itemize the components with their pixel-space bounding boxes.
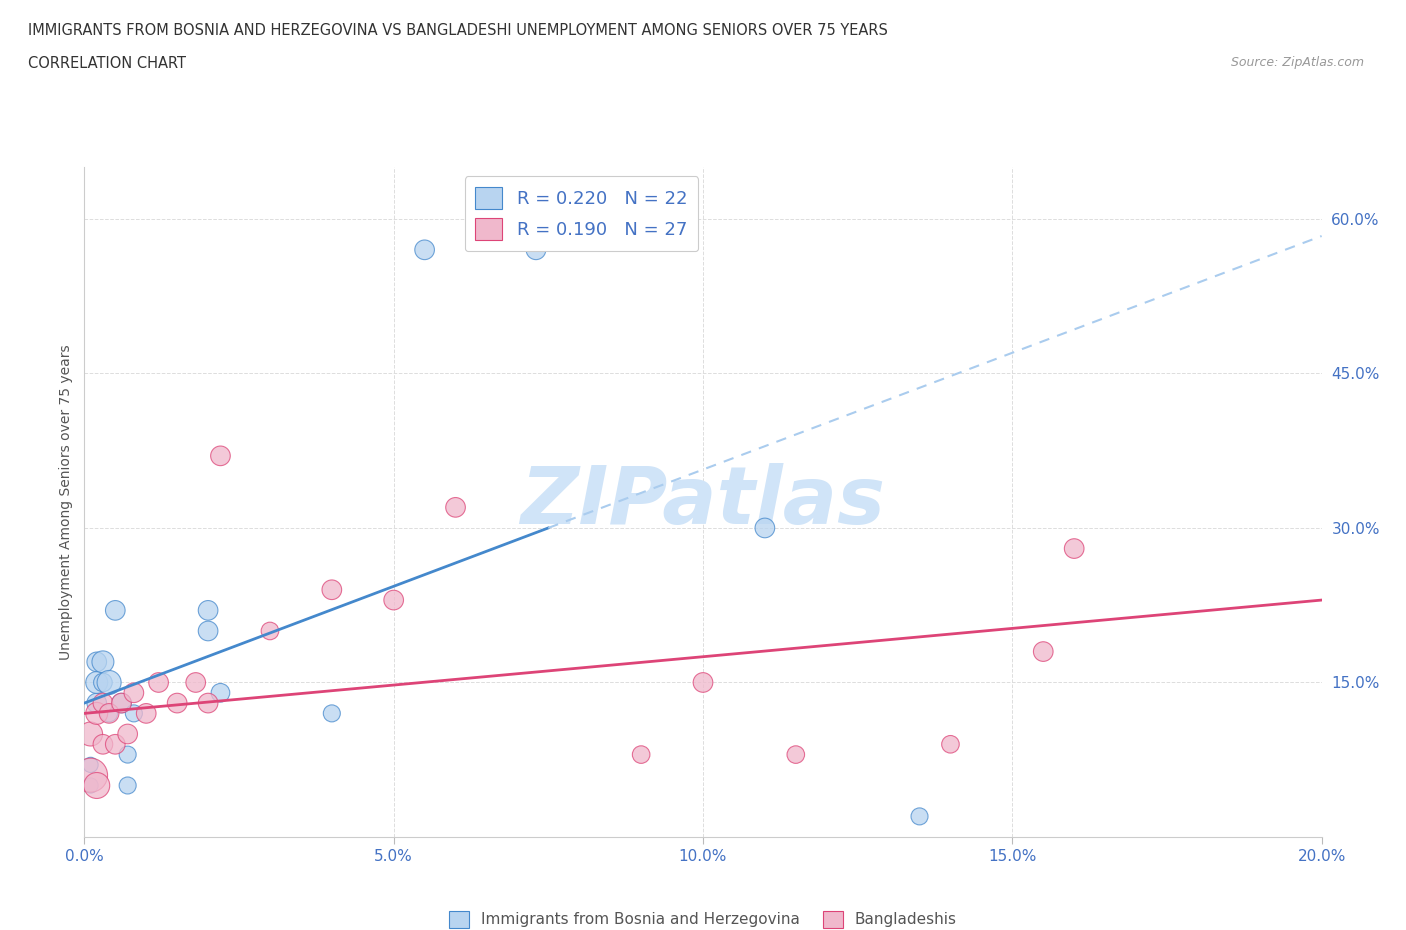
Point [86,706,108,721]
Point [382,592,405,607]
Point [197,603,219,618]
Point [86,696,108,711]
Point [104,603,127,618]
Point [444,500,467,515]
Legend: Immigrants from Bosnia and Herzegovina, Bangladeshis: Immigrants from Bosnia and Herzegovina, … [443,905,963,930]
Point [321,582,343,597]
Point [98,675,121,690]
Point [104,737,127,751]
Point [79,757,101,772]
Point [98,706,121,721]
Point [91,696,114,711]
Text: CORRELATION CHART: CORRELATION CHART [28,56,186,71]
Point [79,778,101,793]
Point [321,706,343,721]
Point [86,778,108,793]
Point [908,809,931,824]
Point [117,726,139,741]
Point [86,655,108,670]
Point [122,685,145,700]
Text: Source: ZipAtlas.com: Source: ZipAtlas.com [1230,56,1364,69]
Text: IMMIGRANTS FROM BOSNIA AND HERZEGOVINA VS BANGLADESHI UNEMPLOYMENT AMONG SENIORS: IMMIGRANTS FROM BOSNIA AND HERZEGOVINA V… [28,23,889,38]
Point [197,623,219,638]
Point [524,243,547,258]
Point [259,623,281,638]
Point [148,675,170,690]
Point [122,706,145,721]
Text: ZIPatlas: ZIPatlas [520,463,886,541]
Point [1032,644,1054,659]
Point [91,737,114,751]
Point [630,747,652,762]
Point [110,696,132,711]
Point [166,696,188,711]
Point [1063,541,1085,556]
Point [79,726,101,741]
Point [209,685,232,700]
Point [785,747,807,762]
Point [79,768,101,783]
Point [184,675,207,690]
Point [413,243,436,258]
Point [939,737,962,751]
Point [692,675,714,690]
Y-axis label: Unemployment Among Seniors over 75 years: Unemployment Among Seniors over 75 years [59,344,73,660]
Point [91,675,114,690]
Point [117,747,139,762]
Point [209,448,232,463]
Point [754,521,776,536]
Point [117,778,139,793]
Point [135,706,157,721]
Point [110,696,132,711]
Point [91,655,114,670]
Point [98,706,121,721]
Point [197,696,219,711]
Point [86,675,108,690]
